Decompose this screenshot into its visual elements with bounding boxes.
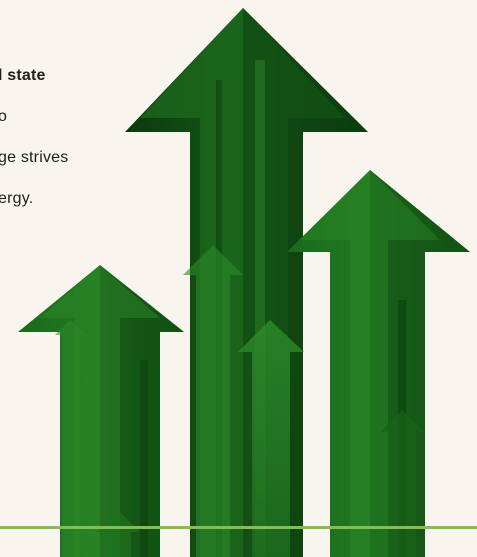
text-line-2: o: [0, 108, 8, 125]
text-line-1: l state: [0, 67, 46, 84]
arrow-inner: [55, 245, 425, 557]
arrow-left: [18, 265, 184, 557]
divider-line: [0, 526, 477, 529]
arrow-right: [287, 170, 470, 557]
text-line-3: ge strives: [0, 149, 69, 166]
text-line-4: ergy.: [0, 190, 34, 207]
